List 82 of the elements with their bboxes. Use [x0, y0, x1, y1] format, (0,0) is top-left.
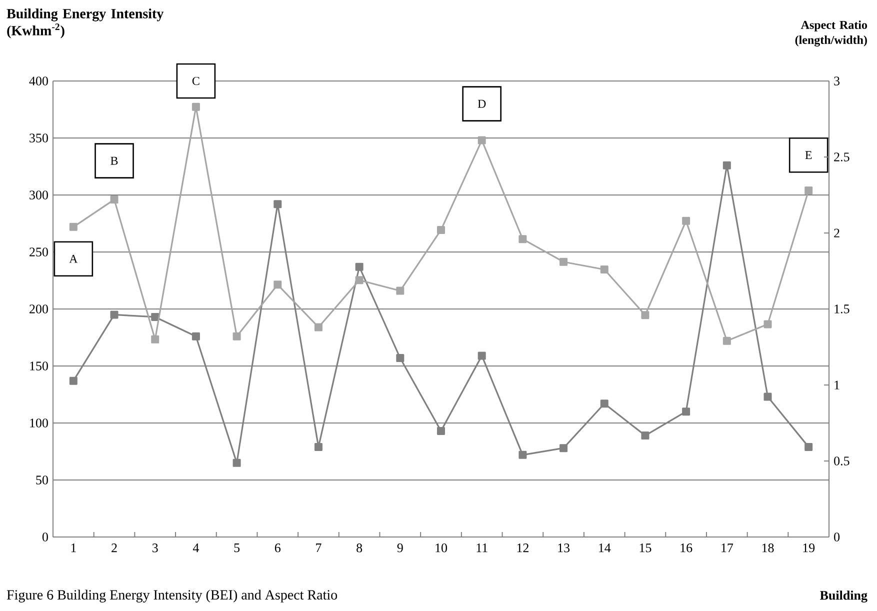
point: [192, 102, 200, 111]
point: [192, 332, 200, 340]
x-axis-title: Building: [820, 590, 868, 602]
point: [518, 235, 527, 244]
point: [804, 186, 813, 194]
x-tick-label: 12: [517, 544, 528, 552]
point: [722, 336, 731, 345]
x-tick-label: 9: [397, 544, 403, 552]
point: [396, 286, 404, 295]
x-tick-label: 1: [71, 544, 76, 552]
point: [560, 444, 568, 452]
y2-tick-label: 0.5: [834, 456, 850, 466]
point: [764, 320, 772, 328]
y2-axis-title: Aspect Ratio (length/width): [795, 20, 868, 47]
y2-tick-label: 1.5: [834, 304, 850, 314]
point: [641, 311, 650, 320]
point: [110, 310, 118, 319]
point: [69, 376, 78, 385]
annotation: D: [478, 100, 486, 108]
point: [151, 335, 160, 344]
x-tick-label: 7: [316, 544, 322, 552]
y2-tick-label: 2: [834, 228, 840, 238]
point: [232, 458, 241, 467]
x-tick-label: 3: [152, 544, 158, 552]
point: [232, 332, 241, 340]
point: [722, 161, 731, 170]
y-tick-label: 0: [42, 532, 48, 542]
annotation: A: [69, 254, 78, 263]
point: [641, 432, 650, 440]
point: [560, 258, 568, 266]
point: [437, 226, 446, 234]
point: [396, 354, 404, 362]
point: [274, 280, 282, 289]
point: [682, 216, 690, 225]
point: [314, 442, 322, 451]
y-tick-label: 100: [30, 418, 48, 428]
point: [355, 276, 364, 284]
x-tick-label: 17: [722, 544, 734, 552]
y-axis-title: Building Energy Intensity (Kwhm$^{-2}$): [6, 8, 164, 38]
x-tick-label: 6: [274, 544, 281, 552]
y2-tick-label: 0: [834, 532, 840, 542]
x-tick-label: 15: [640, 544, 652, 552]
point: [600, 265, 608, 274]
x-tick-label: 18: [762, 544, 774, 552]
y-tick-label: 300: [30, 190, 48, 200]
y-tick-label: 50: [36, 476, 48, 484]
annotation: B: [110, 156, 118, 165]
point: [600, 400, 608, 408]
x-tick-label: 5: [234, 544, 240, 552]
point: [437, 426, 446, 435]
y-tick-label: 400: [29, 76, 48, 86]
x-tick-label: 4: [192, 544, 200, 552]
y2-tick-label: 1: [834, 380, 840, 390]
point: [314, 323, 322, 332]
x-tick-label: 10: [436, 544, 448, 552]
point: [355, 262, 364, 271]
x-tick-label: 13: [558, 544, 570, 552]
x-tick-label: 16: [680, 544, 692, 552]
y-tick-label: 150: [30, 362, 48, 370]
point: [478, 136, 486, 144]
y-tick-label: 250: [30, 248, 48, 256]
point: [274, 200, 282, 208]
point: [804, 442, 813, 451]
x-tick-label: 2: [112, 544, 117, 552]
x-tick-label: 11: [476, 544, 488, 552]
y-tick-label: 350: [30, 134, 48, 142]
point: [478, 352, 486, 360]
caption: Figure 6 Building Energy Intensity (BEI) and Aspect Ratio: [6, 590, 338, 602]
point: [518, 450, 527, 459]
point: [682, 408, 690, 416]
y-tick-label: 200: [30, 304, 48, 314]
annotation: E: [805, 151, 812, 160]
x-tick-label: 14: [599, 544, 611, 552]
x-tick-label: 19: [803, 544, 815, 552]
point: [764, 392, 772, 401]
annotation: C: [192, 76, 200, 86]
y2-tick-label: 3: [834, 76, 840, 86]
point: [69, 222, 78, 231]
point: [151, 312, 160, 321]
y2-tick-label: 2.5: [834, 152, 850, 162]
x-tick-label: 8: [356, 544, 362, 552]
point: [110, 196, 118, 204]
